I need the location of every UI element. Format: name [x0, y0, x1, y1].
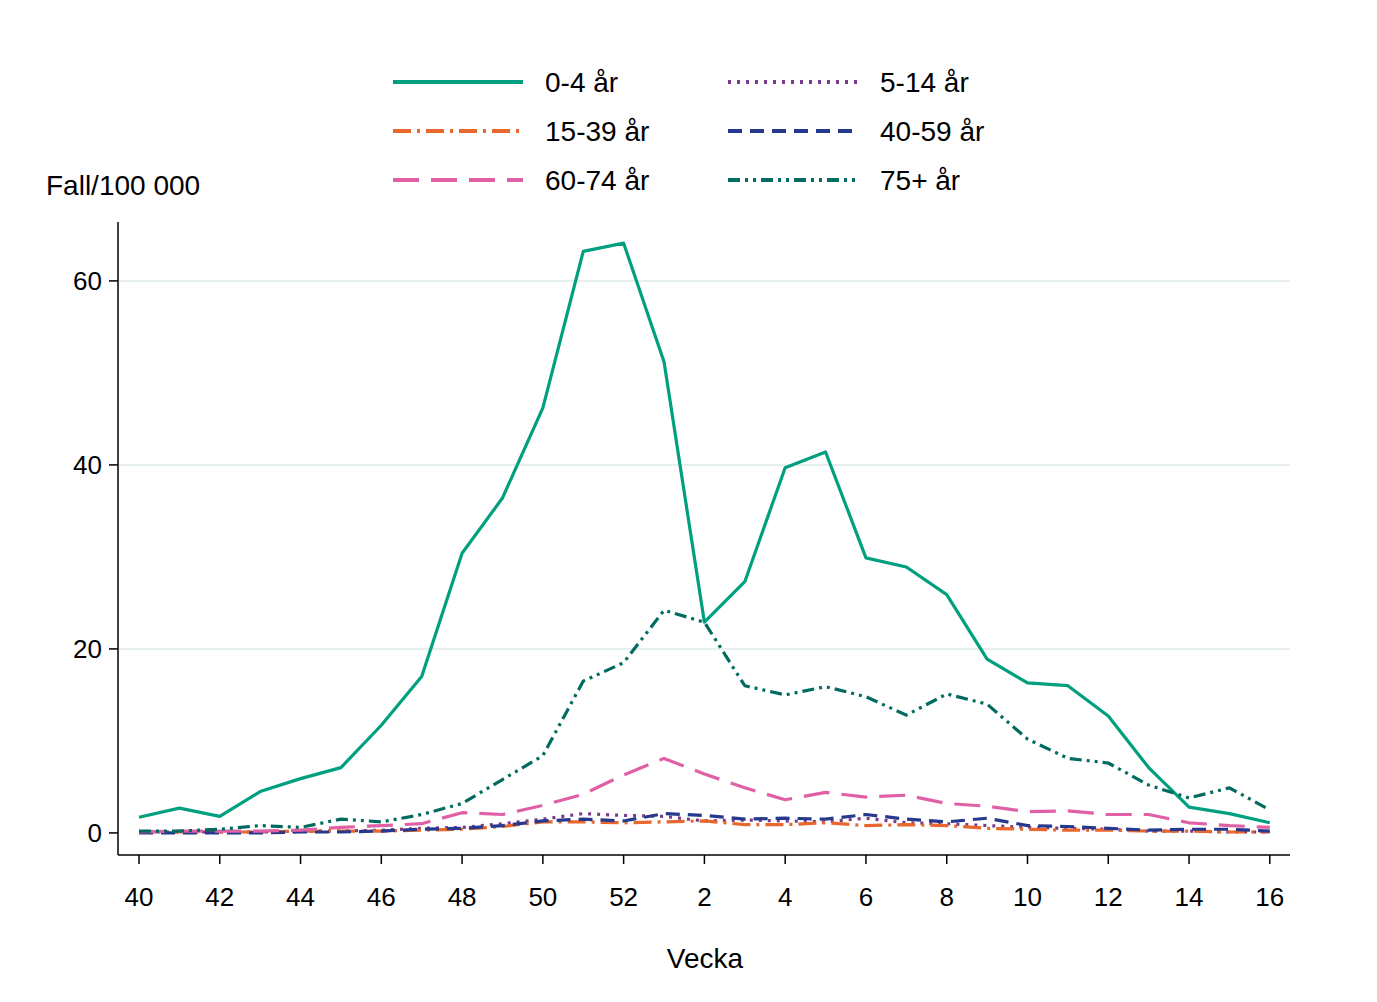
x-tick-label: 12 — [1094, 882, 1123, 912]
x-tick-label: 8 — [939, 882, 953, 912]
x-tick — [219, 855, 221, 864]
y-tick — [109, 832, 118, 834]
x-tick — [784, 855, 786, 864]
x-tick-label: 2 — [697, 882, 711, 912]
x-tick-label: 48 — [448, 882, 477, 912]
legend-label: 5-14 år — [880, 67, 969, 98]
x-tick-label: 10 — [1013, 882, 1042, 912]
x-tick-label: 52 — [609, 882, 638, 912]
y-tick — [109, 464, 118, 466]
grid-line — [118, 280, 1290, 282]
legend-label: 15-39 år — [545, 116, 649, 147]
x-tick — [542, 855, 544, 864]
x-tick — [1027, 855, 1029, 864]
legend-swatch — [728, 129, 858, 133]
x-tick — [381, 855, 383, 864]
grid-line — [118, 464, 1290, 466]
x-tick — [138, 855, 140, 864]
x-tick — [946, 855, 948, 864]
legend-swatch — [393, 80, 523, 84]
legend-swatch — [728, 80, 858, 84]
x-tick-label: 40 — [125, 882, 154, 912]
y-axis-label: Fall/100 000 — [46, 170, 200, 201]
y-tick — [109, 280, 118, 282]
x-tick-label: 14 — [1175, 882, 1204, 912]
grid-line — [118, 648, 1290, 650]
y-tick-label: 40 — [73, 450, 102, 480]
legend-swatch — [728, 178, 858, 182]
series-line — [139, 758, 1270, 832]
x-tick — [1269, 855, 1271, 864]
legend-label: 60-74 år — [545, 165, 649, 196]
legend: 0-4 år 5-14 år 15-39 år 40-59 år 60-74 år 75+… — [393, 67, 984, 196]
x-tick — [300, 855, 302, 864]
x-tick-label: 42 — [205, 882, 234, 912]
y-tick-label: 60 — [73, 266, 102, 296]
x-tick — [1188, 855, 1190, 864]
x-tick-label: 44 — [286, 882, 315, 912]
legend-label: 40-59 år — [880, 116, 984, 147]
plot-lines — [139, 243, 1270, 833]
series-line — [139, 610, 1270, 831]
legend-label: 0-4 år — [545, 67, 618, 98]
x-tick — [461, 855, 463, 864]
y-tick-label: 0 — [88, 818, 102, 848]
y-tick — [109, 648, 118, 650]
legend-label: 75+ år — [880, 165, 960, 196]
x-tick — [623, 855, 625, 864]
legend-swatch — [393, 178, 523, 182]
x-tick-label: 46 — [367, 882, 396, 912]
legend-swatch — [393, 129, 523, 133]
x-tick-label: 6 — [859, 882, 873, 912]
x-axis-label: Vecka — [667, 943, 744, 974]
y-tick-label: 20 — [73, 634, 102, 664]
x-tick-label: 4 — [778, 882, 792, 912]
x-tick-label: 16 — [1255, 882, 1284, 912]
x-tick — [704, 855, 706, 864]
x-tick-label: 50 — [528, 882, 557, 912]
x-tick — [1108, 855, 1110, 864]
chart: 020406040424446485052246810121416Fall/10… — [0, 0, 1377, 1002]
series-line — [139, 243, 1270, 823]
x-tick — [865, 855, 867, 864]
y-axis — [117, 222, 119, 855]
